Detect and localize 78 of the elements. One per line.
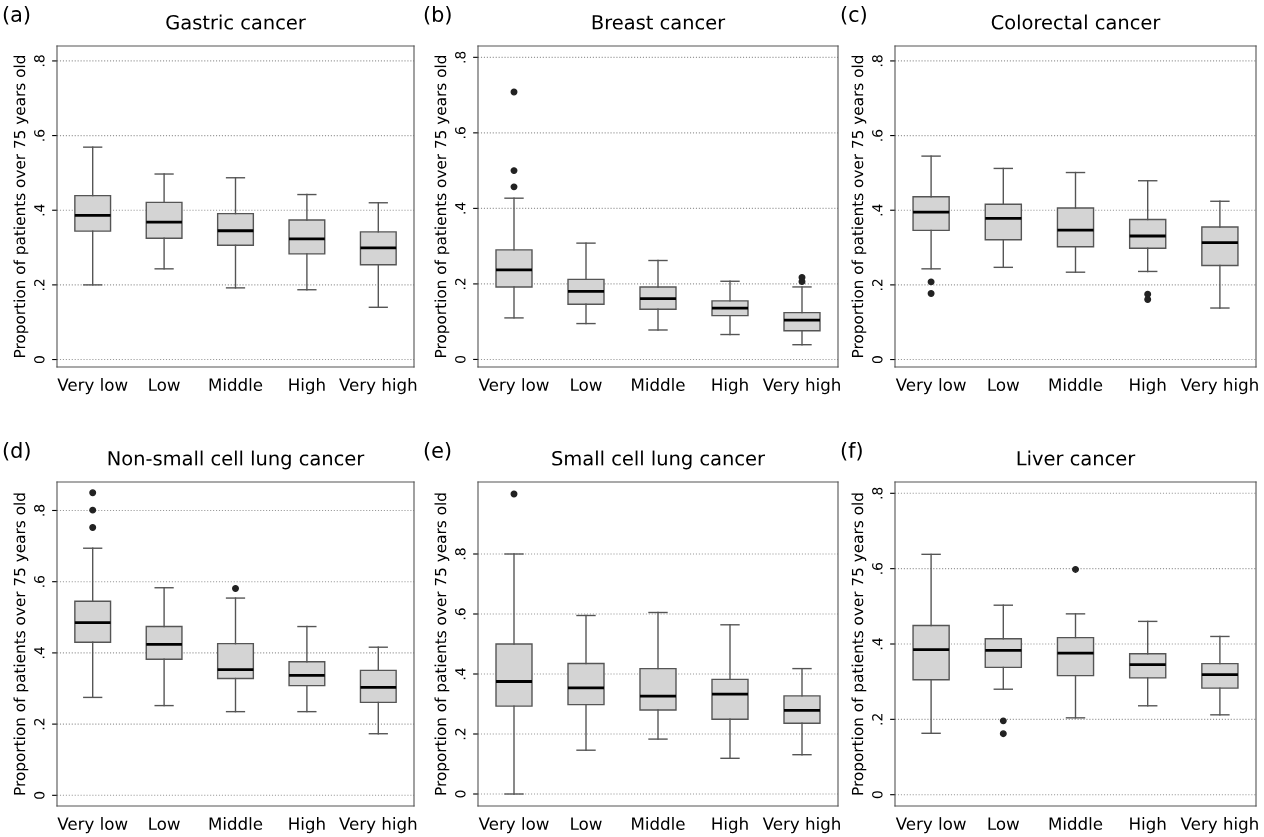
x-tick-label: Very low — [57, 817, 128, 834]
x-tick-label: Middle — [209, 817, 263, 831]
y-axis-title: Proportion of patients over 75 years old — [13, 55, 29, 357]
x-tick-label: Very high — [339, 378, 417, 395]
y-tick-label: .4 — [455, 668, 466, 680]
y-tick-label: .8 — [455, 51, 466, 63]
x-tick-label: High — [1130, 378, 1166, 395]
chart-title: Non-small cell lung cancer — [108, 450, 365, 470]
y-tick-label: .2 — [872, 279, 883, 291]
x-tick-label: Middle — [1049, 817, 1103, 831]
x-tick-label: High — [712, 378, 748, 395]
text: (b) — [424, 5, 451, 25]
y-tick-label: .4 — [34, 204, 45, 216]
y-tick-label: .8 — [455, 548, 466, 560]
chart-title: Liver cancer — [1017, 450, 1136, 466]
y-tick-label: .6 — [872, 562, 883, 574]
y-axis-title: Proportion of patients over 75 years old — [851, 493, 867, 795]
y-tick-label: .2 — [34, 279, 45, 291]
y-tick-label: .8 — [872, 55, 883, 67]
x-tick-label: Middle — [1049, 378, 1103, 392]
y-axis-title: Proportion of patients over 75 years old — [434, 55, 450, 357]
x-tick-label: Middle — [209, 378, 263, 392]
x-tick-label: Very high — [1180, 817, 1258, 834]
y-tick-label: 0 — [872, 791, 883, 799]
y-tick-label: .2 — [872, 714, 883, 725]
y-axis-title: Proportion of patients over 75 years old — [851, 55, 867, 357]
y-tick-label: .8 — [34, 504, 45, 516]
y-tick-label: 0 — [872, 356, 883, 364]
y-tick-label: .8 — [872, 487, 883, 499]
x-tick-label: Very high — [1180, 378, 1258, 395]
y-axis-title: Proportion of patients over 75 years old — [13, 493, 29, 795]
text: (a) — [3, 5, 30, 25]
x-tick-label: Very low — [57, 378, 128, 395]
y-tick-label: .2 — [455, 728, 466, 740]
x-tick-label: Very low — [478, 378, 549, 395]
x-tick-label: Low — [149, 817, 180, 831]
text: (c) — [841, 5, 866, 25]
x-tick-label: Very high — [339, 817, 417, 834]
x-tick-label: Low — [988, 817, 1020, 831]
chart-title: Colorectal cancer — [991, 14, 1161, 30]
text: (f) — [841, 441, 862, 461]
y-tick-label: .8 — [34, 55, 45, 67]
chart-title: Breast cancer — [592, 15, 726, 30]
x-tick-label: High — [289, 817, 325, 834]
y-axis-title: Proportion of patients over 75 years old — [434, 493, 450, 795]
chart-title: Small cell lung cancer — [552, 450, 765, 470]
x-tick-label: Very high — [762, 378, 840, 395]
y-tick-label: 0 — [34, 356, 45, 364]
x-tick-label: Very low — [478, 817, 549, 834]
y-tick-label: .4 — [455, 202, 466, 214]
y-tick-label: .4 — [34, 647, 45, 659]
x-tick-label: Low — [571, 378, 602, 392]
x-tick-label: Very high — [762, 817, 840, 834]
chart-title: Gastric cancer — [166, 14, 306, 30]
x-tick-label: High — [289, 378, 325, 395]
x-tick-label: Low — [988, 378, 1020, 392]
y-tick-label: .6 — [872, 129, 883, 141]
x-tick-label: Very low — [895, 378, 966, 395]
y-tick-label: .6 — [34, 129, 45, 141]
y-tick-label: .4 — [872, 638, 883, 650]
x-tick-label: Low — [571, 817, 602, 831]
text: (e) — [424, 441, 451, 461]
x-tick-label: Middle — [632, 378, 685, 392]
y-tick-label: 0 — [455, 790, 466, 798]
y-tick-label: .6 — [455, 608, 466, 620]
y-tick-label: .4 — [872, 204, 883, 216]
x-tick-label: High — [712, 817, 748, 834]
x-tick-label: Low — [149, 378, 180, 392]
y-tick-label: 0 — [455, 355, 466, 363]
y-tick-label: .2 — [455, 278, 466, 290]
y-tick-label: .2 — [34, 718, 45, 730]
y-tick-label: .6 — [455, 127, 466, 138]
y-tick-label: 0 — [34, 791, 45, 799]
text: (d) — [3, 441, 30, 461]
x-tick-label: High — [1130, 817, 1166, 834]
y-tick-label: .6 — [34, 575, 45, 587]
x-tick-label: Very low — [895, 817, 966, 834]
x-tick-label: Middle — [632, 817, 685, 831]
